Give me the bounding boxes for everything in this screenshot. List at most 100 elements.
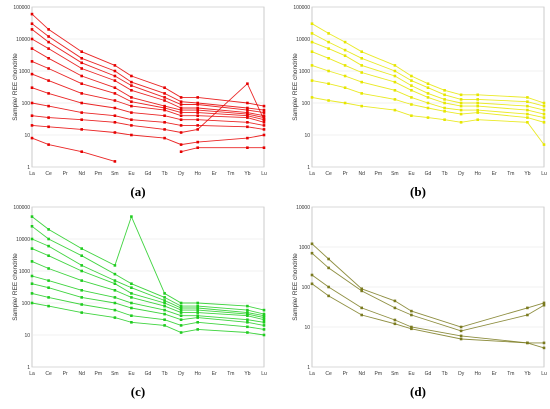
data-point <box>443 110 446 113</box>
data-point <box>410 313 413 317</box>
data-point <box>459 108 463 112</box>
data-point <box>246 111 249 114</box>
data-point <box>526 306 529 310</box>
x-tick-label: Pm <box>95 171 103 177</box>
data-point <box>310 282 314 286</box>
data-point <box>179 308 183 312</box>
x-tick-label: Er <box>212 371 217 377</box>
data-point <box>426 101 430 105</box>
data-point <box>196 111 199 114</box>
data-point <box>130 286 133 289</box>
data-point <box>113 279 117 282</box>
data-point <box>262 116 266 119</box>
data-point <box>163 106 166 110</box>
data-point <box>163 114 166 117</box>
data-point <box>130 118 133 121</box>
data-point <box>30 136 34 140</box>
data-point <box>393 80 397 84</box>
series-line <box>31 275 265 323</box>
x-tick-label: Gd <box>145 171 152 177</box>
data-point <box>343 48 347 52</box>
data-point <box>393 64 397 67</box>
x-tick-label: Tm <box>227 371 234 377</box>
data-point <box>426 96 430 99</box>
data-point <box>179 304 183 308</box>
panel-caption: (d) <box>410 384 426 399</box>
y-tick-label: 100 <box>302 101 311 107</box>
data-point <box>410 325 413 329</box>
x-tick-label: Pr <box>63 171 68 177</box>
data-point <box>130 124 133 127</box>
data-point <box>80 279 83 282</box>
data-point <box>526 341 529 345</box>
data-point <box>80 128 83 131</box>
series-line <box>311 51 545 115</box>
data-point <box>113 264 117 267</box>
series-line <box>311 252 545 332</box>
x-tick-label: Yb <box>524 371 530 377</box>
x-tick-label: Pr <box>343 371 348 377</box>
y-tick-label: 100 <box>302 285 311 291</box>
data-point <box>163 108 166 112</box>
x-tick-label: Pm <box>375 171 383 177</box>
data-point <box>113 106 117 110</box>
series-line <box>311 96 545 145</box>
data-point <box>196 321 199 324</box>
data-point <box>393 322 397 326</box>
data-point <box>476 98 479 101</box>
data-point <box>526 100 529 103</box>
data-point <box>542 301 546 305</box>
data-point <box>80 82 83 85</box>
data-point <box>30 215 34 218</box>
data-point <box>113 74 117 78</box>
data-point <box>113 301 117 305</box>
data-point <box>179 306 183 310</box>
series-line <box>31 248 265 319</box>
data-point <box>542 101 546 105</box>
x-tick-label: Pr <box>343 171 348 177</box>
series-line <box>31 260 265 321</box>
data-point <box>246 308 249 312</box>
data-point <box>30 274 34 278</box>
data-point <box>163 318 166 321</box>
data-point <box>262 312 266 316</box>
data-point <box>327 99 330 102</box>
data-point <box>393 74 397 78</box>
x-tick-label: Sm <box>111 371 119 377</box>
y-tick-label: 10 <box>304 133 310 139</box>
x-tick-label: Lu <box>261 371 267 377</box>
data-point <box>262 146 266 149</box>
data-point <box>130 314 133 317</box>
data-point <box>246 321 249 324</box>
data-point <box>246 318 249 321</box>
data-point <box>343 54 347 57</box>
data-point <box>393 89 397 92</box>
data-point <box>262 108 266 112</box>
data-point <box>410 103 413 106</box>
data-point <box>47 35 50 38</box>
series-line <box>311 64 545 119</box>
data-point <box>47 79 50 82</box>
data-point <box>327 257 330 261</box>
panel-caption: (b) <box>410 184 426 199</box>
data-point <box>246 112 249 116</box>
series-line <box>31 302 265 336</box>
x-tick-label: La <box>309 171 315 177</box>
x-tick-label: Dy <box>178 171 185 177</box>
data-point <box>130 306 133 310</box>
x-tick-label: Ho <box>475 371 482 377</box>
data-point <box>47 244 50 248</box>
x-tick-label: Gd <box>425 171 432 177</box>
data-point <box>196 103 199 106</box>
data-point <box>47 304 50 308</box>
x-tick-label: Ho <box>195 171 202 177</box>
data-point <box>163 324 166 327</box>
data-point <box>246 106 249 110</box>
data-point <box>526 121 529 124</box>
data-point <box>459 329 463 333</box>
data-point <box>179 103 183 106</box>
x-tick-label: Lu <box>541 171 547 177</box>
data-point <box>113 99 117 102</box>
data-point <box>130 111 133 114</box>
x-tick-label: La <box>29 371 35 377</box>
